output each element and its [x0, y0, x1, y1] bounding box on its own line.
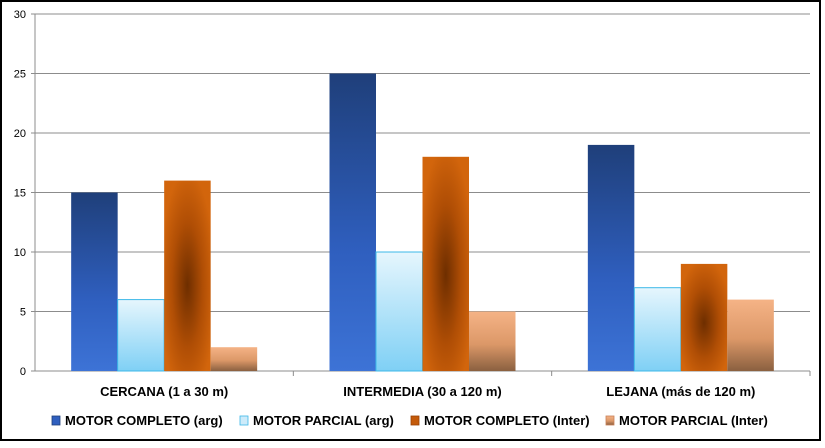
bar-1-1 — [71, 192, 118, 371]
bar-2-2 — [375, 251, 423, 372]
legend-swatch — [51, 415, 61, 426]
x-category-label: INTERMEDIA (30 a 120 m) — [343, 384, 501, 399]
bar-2-1 — [117, 299, 165, 372]
y-tick-label: 0 — [20, 366, 26, 378]
bars — [71, 73, 774, 372]
legend-swatch — [410, 415, 420, 426]
legend-item: MOTOR PARCIAL (Inter) — [605, 413, 768, 428]
legend-item: MOTOR COMPLETO (arg) — [51, 413, 223, 428]
legend-item: MOTOR COMPLETO (Inter) — [410, 413, 590, 428]
legend-label: MOTOR COMPLETO (Inter) — [424, 413, 590, 428]
legend: MOTOR COMPLETO (arg) MOTOR PARCIAL (arg) M… — [51, 413, 768, 428]
bar-3-3 — [680, 263, 728, 371]
bar-chart: 0 5 10 15 20 25 30 CERCANA (1 a 30 m) INTERMEDIA… — [14, 9, 811, 428]
legend-label: MOTOR PARCIAL (arg) — [253, 413, 394, 428]
bar-4-3 — [727, 299, 774, 371]
y-tick-label: 15 — [14, 188, 26, 200]
bar-1-2 — [329, 73, 376, 371]
y-tick-label: 5 — [20, 307, 26, 319]
bar-4-2 — [469, 311, 516, 371]
bar-2-3 — [633, 287, 682, 372]
x-category-label: LEJANA (más de 120 m) — [606, 384, 755, 399]
bar-4-1 — [210, 347, 258, 371]
x-category-label: CERCANA (1 a 30 m) — [100, 384, 228, 399]
y-tick-label: 20 — [14, 128, 26, 140]
legend-swatch — [239, 415, 249, 426]
bar-3-2 — [422, 156, 469, 371]
legend-swatch — [605, 415, 615, 426]
legend-label: MOTOR COMPLETO (arg) — [65, 413, 223, 428]
bar-1-3 — [587, 144, 635, 371]
axis-labels: 0 5 10 15 20 25 30 CERCANA (1 a 30 m) INTERMEDIA… — [14, 9, 756, 399]
legend-item: MOTOR PARCIAL (arg) — [239, 413, 394, 428]
y-tick-label: 25 — [14, 69, 26, 81]
bar-3-1 — [164, 180, 211, 371]
y-tick-label: 30 — [14, 9, 26, 21]
legend-label: MOTOR PARCIAL (Inter) — [619, 413, 768, 428]
y-tick-label: 10 — [14, 247, 26, 259]
chart-frame: 0 5 10 15 20 25 30 CERCANA (1 a 30 m) INTERMEDIA… — [0, 0, 821, 441]
